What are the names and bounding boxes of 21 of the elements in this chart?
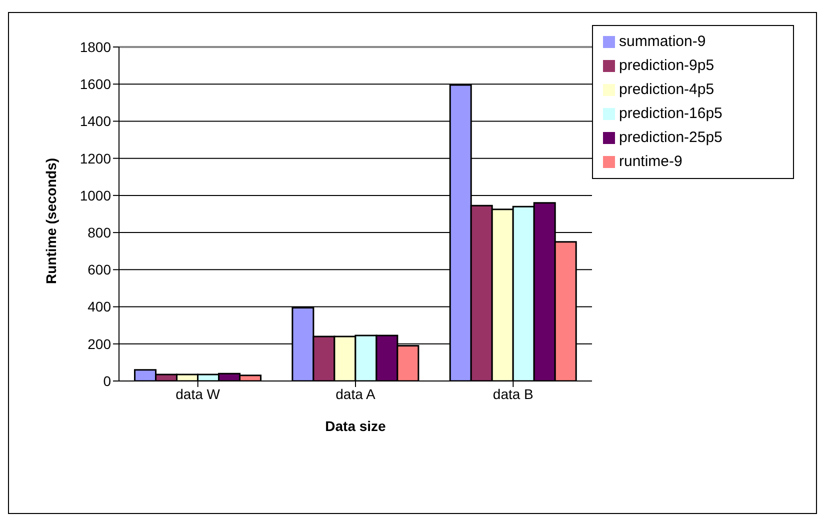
y-tick-label: 1800	[80, 38, 112, 55]
y-tick-label: 1400	[80, 113, 112, 130]
legend-label: summation-9	[619, 33, 706, 50]
y-axis-title: Runtime (seconds)	[42, 158, 59, 284]
legend-label: runtime-9	[619, 153, 682, 170]
x-tick-label: data W	[176, 386, 221, 402]
legend-label: prediction-25p5	[619, 129, 722, 146]
y-tick-label: 1000	[80, 187, 112, 204]
legend-label: prediction-16p5	[619, 105, 722, 122]
y-tick-label: 1600	[80, 76, 112, 92]
y-tick-label: 800	[88, 224, 112, 241]
legend-label: prediction-9p5	[619, 57, 714, 74]
y-tick-label: 600	[88, 262, 112, 278]
legend-label: prediction-4p5	[619, 81, 714, 98]
y-tick-label: 400	[88, 298, 112, 315]
y-tick-label: 200	[88, 336, 112, 352]
y-tick-label: 1200	[80, 150, 112, 166]
x-tick-label: data B	[492, 386, 534, 402]
x-axis-title: Data size	[325, 418, 386, 434]
y-tick-label: 0	[103, 372, 112, 389]
x-tick-label: data A	[336, 386, 376, 402]
